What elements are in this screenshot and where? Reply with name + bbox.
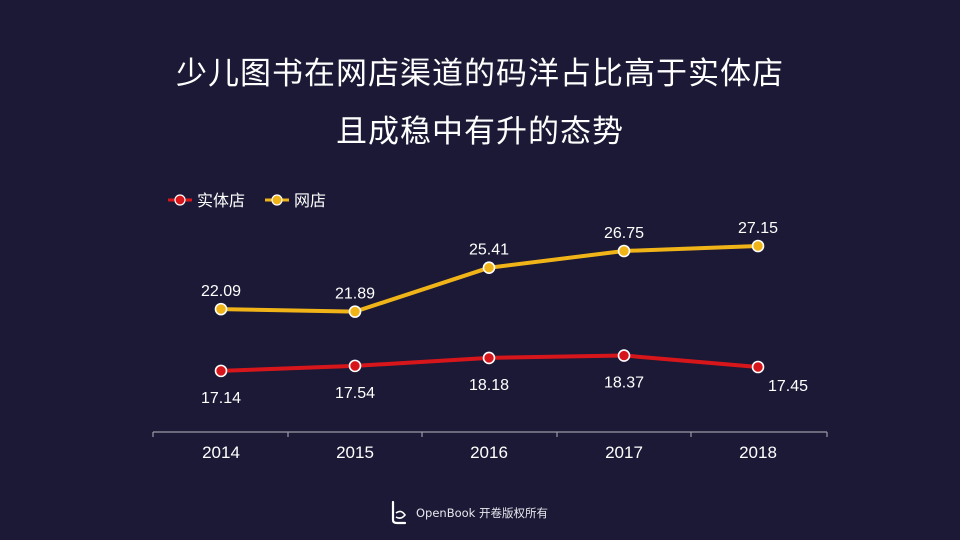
data-label-online-2018: 27.15: [738, 220, 778, 237]
data-point-store-2014: [214, 364, 228, 378]
data-point-online-2014: [214, 302, 228, 316]
data-point-online-2018: [751, 239, 765, 253]
data-label-store-2014: 17.14: [201, 390, 241, 407]
footer: OpenBook 开卷版权所有: [388, 498, 548, 528]
x-tick-label-2018: 2018: [739, 443, 777, 462]
data-label-store-2015: 17.54: [335, 385, 375, 402]
chart-title-line1: 少儿图书在网店渠道的码洋占比高于实体店: [176, 56, 784, 92]
data-label-online-2015: 21.89: [335, 286, 375, 303]
x-tick-label-2017: 2017: [605, 443, 643, 462]
data-point-online-2017: [617, 244, 631, 258]
data-point-online-2016: [482, 261, 496, 275]
legend-label-store: 实体店: [197, 191, 245, 210]
x-tick-label-2014: 2014: [202, 443, 240, 462]
x-tick-label-2015: 2015: [336, 443, 374, 462]
openbook-logo-icon: [391, 500, 407, 525]
legend-label-online: 网店: [294, 191, 326, 210]
data-label-store-2016: 18.18: [469, 377, 509, 394]
data-label-online-2016: 25.41: [469, 242, 509, 259]
data-label-online-2014: 22.09: [201, 283, 241, 300]
data-label-store-2017: 18.37: [604, 375, 644, 392]
data-point-store-2018: [751, 360, 765, 374]
data-point-store-2016: [482, 351, 496, 365]
data-point-online-2015: [348, 305, 362, 318]
legend-marker-store: [174, 194, 186, 206]
data-point-store-2015: [348, 359, 362, 373]
legend-marker-online: [271, 194, 283, 206]
x-tick-label-2016: 2016: [470, 443, 508, 462]
data-point-store-2017: [617, 349, 631, 362]
chart-title-line2: 且成稳中有升的态势: [336, 114, 624, 150]
footer-brand: OpenBook 开卷版权所有: [416, 506, 548, 520]
data-label-online-2017: 26.75: [604, 225, 644, 242]
data-label-store-2018: 17.45: [768, 378, 808, 395]
